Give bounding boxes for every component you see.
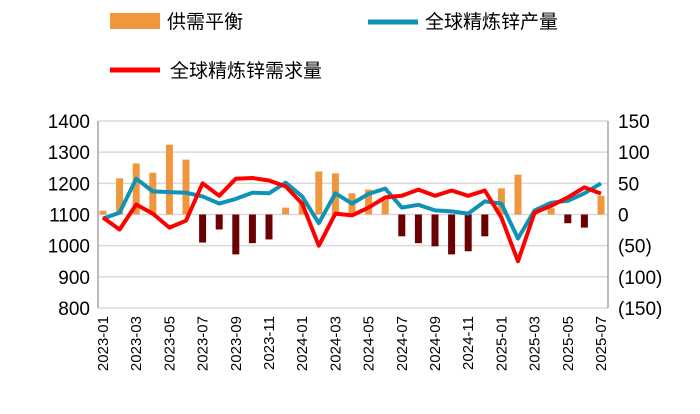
left-tick-label: 1400 <box>48 112 90 133</box>
balance-bar <box>580 214 588 228</box>
x-tick-label: 2024-09 <box>427 316 444 371</box>
balance-bar <box>215 214 223 230</box>
balance-bar <box>248 214 256 244</box>
right-tick-label: (150) <box>618 299 662 320</box>
x-tick-label: 2023-05 <box>161 316 178 371</box>
right-tick-label: 0 <box>618 206 629 227</box>
balance-bar <box>199 214 207 243</box>
x-tick-label: 2024-07 <box>394 316 411 371</box>
balance-bar <box>132 163 140 215</box>
balance-bar <box>99 210 107 215</box>
balance-bar <box>365 189 373 215</box>
x-tick-label: 2024-05 <box>361 316 378 371</box>
balance-bar <box>448 214 456 255</box>
legend-label-production: 全球精炼锌产量 <box>425 11 558 33</box>
balance-bar <box>547 208 555 215</box>
x-tick-label: 2023-03 <box>128 316 145 371</box>
left-tick-label: 800 <box>58 299 90 320</box>
balance-bar <box>165 144 173 215</box>
left-tick-label: 1100 <box>49 206 90 227</box>
production-line <box>102 176 603 241</box>
left-tick-label: 1000 <box>48 237 90 258</box>
right-tick-label: 100 <box>618 143 650 164</box>
left-tick-label: 1300 <box>48 143 90 164</box>
balance-bar <box>564 214 572 224</box>
balance-bar <box>414 214 422 244</box>
balance-bar <box>381 198 389 215</box>
right-tick-label: (100) <box>618 268 662 289</box>
balance-bar <box>431 214 439 247</box>
x-tick-label: 2025-07 <box>593 316 610 371</box>
x-tick-label: 2025-05 <box>560 316 577 371</box>
balance-bar <box>481 214 489 237</box>
balance-bar <box>232 214 240 255</box>
legend-label-balance: 供需平衡 <box>167 11 243 33</box>
balance-bar <box>182 159 190 215</box>
left-tick-label: 1200 <box>48 174 90 195</box>
left-tick-label: 900 <box>58 268 90 289</box>
x-tick-label: 2023-11 <box>261 316 278 370</box>
balance-bar <box>282 207 290 215</box>
balance-bar <box>149 172 157 215</box>
x-tick-label: 2024-03 <box>327 316 344 371</box>
legend: 供需平衡 全球精炼锌产量 全球精炼锌需求量 <box>110 11 558 82</box>
right-tick-label: 150 <box>618 112 650 133</box>
x-tick-label: 2024-11 <box>460 316 477 370</box>
legend-label-demand: 全球精炼锌需求量 <box>170 60 322 82</box>
balance-bar <box>398 214 406 237</box>
x-tick-label: 2025-03 <box>527 316 544 371</box>
balance-bar <box>514 174 522 215</box>
x-tick-label: 2023-09 <box>228 316 245 371</box>
right-tick-label: 50 <box>618 174 639 195</box>
balance-bar <box>315 171 323 215</box>
balance-bar <box>464 214 472 252</box>
balance-bar <box>597 195 605 215</box>
x-tick-label: 2025-01 <box>493 316 510 371</box>
balance-bar <box>116 178 124 215</box>
x-tick-label: 2023-01 <box>95 316 112 371</box>
balance-bar <box>265 214 273 240</box>
balance-bar <box>497 188 505 215</box>
right-tick-label: (50) <box>618 237 652 258</box>
legend-swatch-balance <box>110 13 160 29</box>
demand-line <box>101 176 602 264</box>
x-tick-label: 2024-01 <box>294 316 311 371</box>
x-tick-label: 2023-07 <box>195 316 212 371</box>
